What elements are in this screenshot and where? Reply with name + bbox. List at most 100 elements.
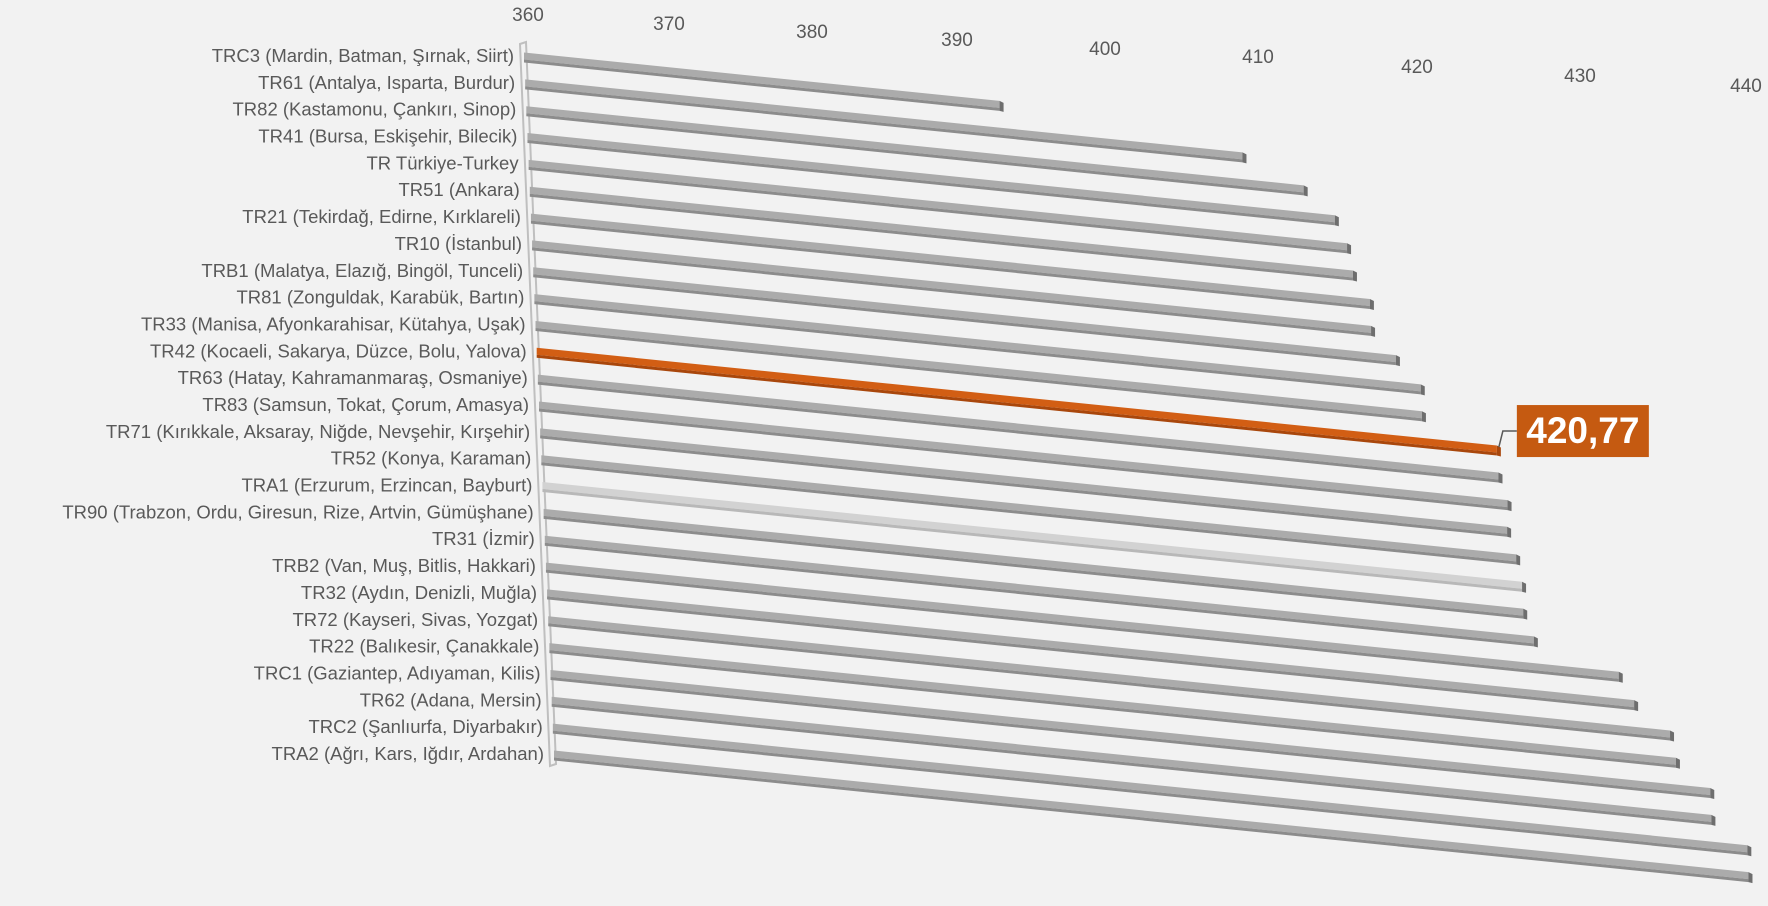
category-label: TR83 (Samsun, Tokat, Çorum, Amasya) <box>202 394 529 415</box>
bar-end-cap <box>1498 472 1503 484</box>
bar-top-face <box>535 320 1422 419</box>
category-label: TR Türkiye-Turkey <box>366 152 519 173</box>
category-label: TR41 (Bursa, Eskişehir, Bilecik) <box>258 126 517 147</box>
x-tick-label: 420 <box>1401 57 1433 78</box>
bar <box>550 669 1715 800</box>
bar-top-face <box>525 79 1243 160</box>
value-axis-line <box>518 40 558 768</box>
category-label: TRA2 (Ağrı, Kars, Iğdır, Ardahan) <box>272 743 544 764</box>
category-label: TR33 (Manisa, Afyonkarahisar, Kütahya, U… <box>141 313 526 334</box>
bar-front-face <box>540 435 1508 537</box>
bar-front-face <box>545 569 1619 682</box>
bar-front-face <box>541 462 1517 565</box>
bar-front-face <box>549 650 1676 768</box>
bar-front-face <box>552 730 1748 856</box>
bars-layer <box>524 52 1753 884</box>
bar <box>532 240 1376 337</box>
bar-end-cap <box>1618 671 1623 683</box>
category-label: TR81 (Zonguldak, Karabük, Bartın) <box>236 287 524 308</box>
category-label: TR63 (Hatay, Kahramanmaraş, Osmaniye) <box>178 367 528 388</box>
bar-end-cap <box>1420 384 1425 396</box>
bar-top-face <box>532 240 1372 333</box>
bar-front-face <box>529 193 1353 281</box>
bar-end-cap <box>1303 185 1308 197</box>
bar-end-cap <box>1352 270 1357 282</box>
bar-front-face <box>543 515 1524 619</box>
category-label: TR51 (Ankara) <box>398 179 519 200</box>
bar-top-face <box>534 294 1421 392</box>
bar <box>548 616 1675 742</box>
bar <box>540 428 1512 538</box>
bar-top-face <box>536 347 1497 453</box>
bar-top-face <box>539 401 1508 508</box>
bar-front-face <box>554 757 1749 883</box>
bar <box>545 562 1623 683</box>
bar-end-cap <box>1747 845 1752 857</box>
bar-end-cap <box>1371 325 1376 337</box>
category-label: TR22 (Balıkesir, Çanakkale) <box>309 636 539 657</box>
bar-top-face <box>554 750 1749 880</box>
category-label: TR10 (İstanbul) <box>395 233 523 254</box>
bar-top-face <box>524 52 1000 108</box>
bar-top-face <box>543 508 1524 616</box>
x-tick-labels: 360 370 380 390 400 410 420 430 440 <box>512 5 1762 97</box>
bar-front-face <box>535 327 1422 422</box>
category-label: TR71 (Kırıkkale, Aksaray, Niğde, Nevşehi… <box>106 421 530 442</box>
bar-end-cap <box>1395 355 1400 367</box>
bar-front-face <box>548 623 1671 741</box>
bar <box>529 186 1357 282</box>
bar-end-cap <box>1670 730 1675 742</box>
bar-top-face <box>551 696 1712 822</box>
axis-layer <box>518 40 558 768</box>
callout-leader-line <box>1498 430 1517 448</box>
x-tick-label: 370 <box>653 14 685 35</box>
x-tick-label: 390 <box>941 30 973 51</box>
category-label: TR61 (Antalya, Isparta, Burdur) <box>258 72 515 93</box>
bar <box>526 106 1308 197</box>
bar <box>528 159 1352 255</box>
bar <box>549 643 1680 769</box>
x-tick-label: 430 <box>1564 66 1596 87</box>
category-label: TRC2 (Şanlıurfa, Diyarbakır) <box>308 716 542 737</box>
bar-end-cap <box>1496 445 1501 457</box>
category-label: TR72 (Kayseri, Sivas, Yozgat) <box>292 609 538 630</box>
bar-end-cap <box>999 100 1004 112</box>
category-label: TRC1 (Gaziantep, Adıyaman, Kilis) <box>254 662 541 683</box>
category-label: TR32 (Aydın, Denizli, Muğla) <box>301 582 537 603</box>
bar-front-face <box>537 381 1499 483</box>
bar-top-face <box>550 669 1711 796</box>
bar <box>534 294 1425 396</box>
category-label: TR52 (Konya, Karaman) <box>331 448 532 469</box>
category-label: TR42 (Kocaeli, Sakarya, Düzce, Bolu, Yal… <box>150 340 527 361</box>
bar <box>536 347 1501 457</box>
bar-end-cap <box>1748 872 1753 884</box>
bar-top-face <box>526 106 1304 193</box>
bar-end-cap <box>1533 636 1538 648</box>
callout-box <box>1516 405 1649 458</box>
bar <box>547 589 1639 712</box>
category-label: TRC3 (Mardin, Batman, Şırnak, Siirt) <box>212 45 514 66</box>
bar-top-face <box>527 133 1335 223</box>
bar-top-face <box>542 482 1523 589</box>
category-label: TR21 (Tekirdağ, Edirne, Kırklareli) <box>242 206 521 227</box>
bar-front-face <box>525 86 1243 163</box>
bar-top-face <box>549 643 1676 765</box>
x-tick-label: 400 <box>1089 39 1121 60</box>
bar-top-face <box>544 535 1534 644</box>
category-label: TR31 (İzmir) <box>432 528 535 549</box>
bar <box>530 213 1374 310</box>
x-tick-label: 380 <box>796 22 828 43</box>
category-label: TR90 (Trabzon, Ordu, Giresun, Rize, Artv… <box>62 501 533 522</box>
bar <box>533 267 1400 367</box>
x-tick-label: 360 <box>512 5 544 26</box>
bar-end-cap <box>1334 215 1339 227</box>
bar-top-face <box>548 616 1671 738</box>
category-label: TRB2 (Van, Muş, Bitlis, Hakkari) <box>272 555 536 576</box>
bar-top-face <box>545 562 1619 679</box>
bar-top-face <box>540 428 1508 534</box>
callout-value-label: 420,77 <box>1526 410 1639 451</box>
bar-top-face <box>547 589 1635 708</box>
bar <box>542 482 1527 593</box>
bar-front-face <box>527 140 1335 226</box>
